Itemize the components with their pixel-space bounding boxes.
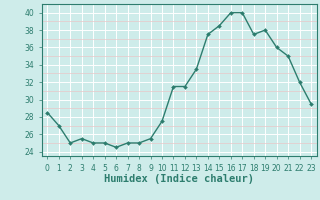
X-axis label: Humidex (Indice chaleur): Humidex (Indice chaleur) [104, 174, 254, 184]
